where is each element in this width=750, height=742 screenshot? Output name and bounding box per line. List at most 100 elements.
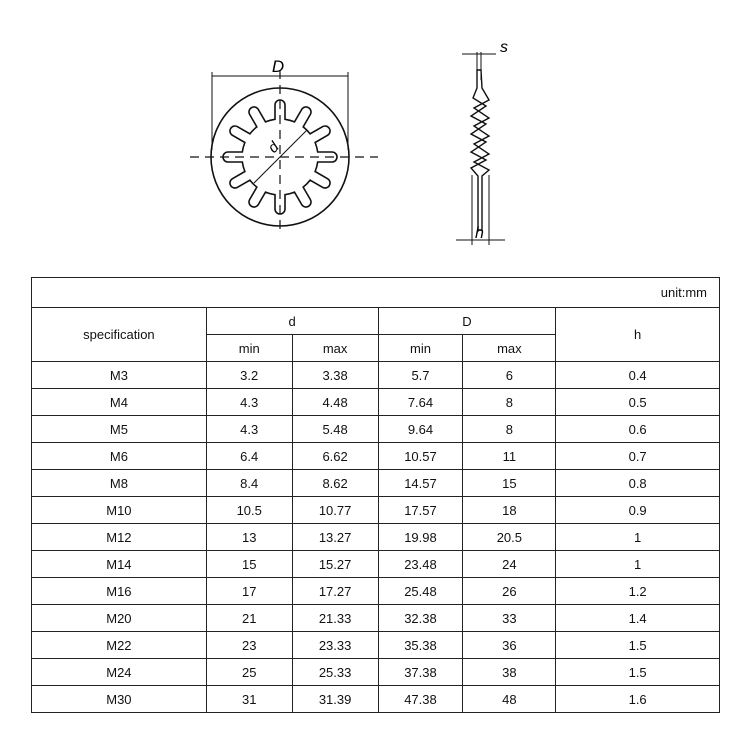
table-cell: 1.5	[555, 631, 720, 659]
header-h: h	[555, 307, 720, 362]
table-cell: 26	[462, 577, 557, 605]
table-cell: 8.4	[205, 469, 293, 497]
table-cell: 13	[205, 523, 293, 551]
table-cell: 10.5	[205, 496, 293, 524]
label-s: s	[500, 39, 508, 56]
table-row: M24 25 25.33 37.38 38 1.5	[31, 658, 720, 686]
table-cell: 1	[555, 523, 720, 551]
table-cell: 7.64	[377, 388, 464, 416]
table-row: M22 23 23.33 35.38 36 1.5	[31, 631, 720, 659]
table-cell: 20.5	[462, 523, 557, 551]
table-cell: 0.5	[555, 388, 720, 416]
header-d: d	[205, 307, 379, 335]
spec-table: unit:mm specification d D h min max min …	[31, 277, 720, 713]
table-cell: 10.77	[291, 496, 379, 524]
table-cell: 1.5	[555, 658, 720, 686]
side-view	[456, 52, 505, 245]
front-view	[190, 70, 378, 235]
table-row: M10 10.5 10.77 17.57 18 0.9	[31, 496, 720, 524]
table-cell: 3.38	[291, 361, 379, 389]
header-d-min: min	[205, 334, 293, 362]
table-cell: 21.33	[291, 604, 379, 632]
table-cell: 15	[462, 469, 557, 497]
table-cell: 23.33	[291, 631, 379, 659]
table-cell: 48	[462, 685, 557, 713]
table-cell: 25	[205, 658, 293, 686]
table-row: M6 6.4 6.62 10.57 11 0.7	[31, 442, 720, 470]
table-cell: 17	[205, 577, 293, 605]
table-cell: 4.48	[291, 388, 379, 416]
table-cell: M12	[31, 523, 207, 551]
label-D: D	[272, 57, 284, 76]
table-cell: 6.62	[291, 442, 379, 470]
table-cell: 31	[205, 685, 293, 713]
table-cell: 35.38	[377, 631, 464, 659]
table-cell: M3	[31, 361, 207, 389]
toothed-hole	[222, 99, 338, 215]
table-cell: 6	[462, 361, 557, 389]
table-cell: M30	[31, 685, 207, 713]
table-row: M16 17 17.27 25.48 26 1.2	[31, 577, 720, 605]
table-cell: 18	[462, 496, 557, 524]
table-cell: 23	[205, 631, 293, 659]
table-cell: 24	[462, 550, 557, 578]
table-row: M5 4.3 5.48 9.64 8 0.6	[31, 415, 720, 443]
table-cell: 17.27	[291, 577, 379, 605]
table-cell: 32.38	[377, 604, 464, 632]
unit-label: unit:mm	[31, 277, 720, 308]
table-cell: 4.3	[205, 415, 293, 443]
table-row: M8 8.4 8.62 14.57 15 0.8	[31, 469, 720, 497]
table-row: M12 13 13.27 19.98 20.5 1	[31, 523, 720, 551]
table-cell: 38	[462, 658, 557, 686]
table-cell: 31.39	[291, 685, 379, 713]
table-cell: 8.62	[291, 469, 379, 497]
table-cell: 0.7	[555, 442, 720, 470]
table-cell: M20	[31, 604, 207, 632]
table-cell: 0.4	[555, 361, 720, 389]
label-h: h	[475, 225, 484, 242]
table-cell: 36	[462, 631, 557, 659]
table-cell: 19.98	[377, 523, 464, 551]
table-cell: 8	[462, 415, 557, 443]
table-cell: 23.48	[377, 550, 464, 578]
tooth-profile	[469, 69, 491, 231]
table-cell: 0.8	[555, 469, 720, 497]
table-cell: 1.4	[555, 604, 720, 632]
table-cell: 1.2	[555, 577, 720, 605]
table-row: M14 15 15.27 23.48 24 1	[31, 550, 720, 578]
table-cell: 25.33	[291, 658, 379, 686]
table-row: M30 31 31.39 47.38 48 1.6	[31, 685, 720, 713]
header-D-max: max	[462, 334, 557, 362]
table-cell: 11	[462, 442, 557, 470]
header-D-min: min	[377, 334, 464, 362]
table-cell: 0.6	[555, 415, 720, 443]
table-cell: 1	[555, 550, 720, 578]
table-cell: M22	[31, 631, 207, 659]
table-cell: 4.3	[205, 388, 293, 416]
table-cell: 37.38	[377, 658, 464, 686]
table-cell: M8	[31, 469, 207, 497]
table-cell: 13.27	[291, 523, 379, 551]
table-cell: 1.6	[555, 685, 720, 713]
table-cell: 15	[205, 550, 293, 578]
table-cell: 25.48	[377, 577, 464, 605]
table-cell: M5	[31, 415, 207, 443]
table-cell: 9.64	[377, 415, 464, 443]
table-cell: M24	[31, 658, 207, 686]
table-cell: 3.2	[205, 361, 293, 389]
table-cell: 10.57	[377, 442, 464, 470]
header-D: D	[377, 307, 557, 335]
table-cell: M4	[31, 388, 207, 416]
table-cell: 5.7	[377, 361, 464, 389]
table-cell: 21	[205, 604, 293, 632]
header-specification: specification	[31, 307, 207, 362]
table-cell: 14.57	[377, 469, 464, 497]
table-cell: M6	[31, 442, 207, 470]
table-cell: M16	[31, 577, 207, 605]
table-cell: 8	[462, 388, 557, 416]
dimension-line-d	[253, 129, 308, 184]
table-cell: 33	[462, 604, 557, 632]
table-cell: M10	[31, 496, 207, 524]
table-cell: 5.48	[291, 415, 379, 443]
table-cell: M14	[31, 550, 207, 578]
